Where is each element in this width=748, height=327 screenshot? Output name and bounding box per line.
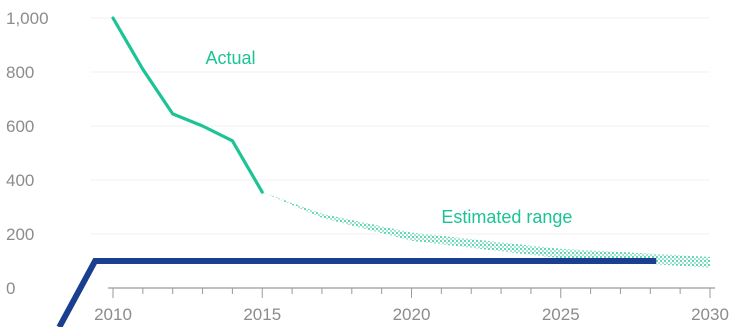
y-tick-label: 0 <box>6 279 15 298</box>
series-lines <box>111 16 264 194</box>
estimated-range-label: Estimated range <box>441 207 572 227</box>
x-tick-label: 2010 <box>94 305 132 324</box>
estimated-range-band <box>262 192 710 268</box>
y-tick-label: 1,000 <box>6 9 49 28</box>
x-tick-label: 2015 <box>243 305 281 324</box>
series-labels: Actual Estimated range <box>206 48 573 227</box>
x-tick-label: 2020 <box>393 305 431 324</box>
x-tick-label: 2030 <box>691 305 729 324</box>
axes: 2010 2015 2020 2025 2030 0 200 400 600 800 1,000 <box>6 9 729 324</box>
y-tick-label: 800 <box>6 63 34 82</box>
overlay-annotation-line <box>56 258 657 327</box>
y-tick-label: 400 <box>6 171 34 190</box>
y-tick-label: 200 <box>6 225 34 244</box>
x-tick-label: 2025 <box>542 305 580 324</box>
actual-series-label: Actual <box>206 48 256 68</box>
actual-series-line <box>111 16 264 194</box>
overlay-annotation <box>56 258 657 327</box>
estimated-range-area <box>262 192 710 268</box>
y-tick-label: 600 <box>6 117 34 136</box>
